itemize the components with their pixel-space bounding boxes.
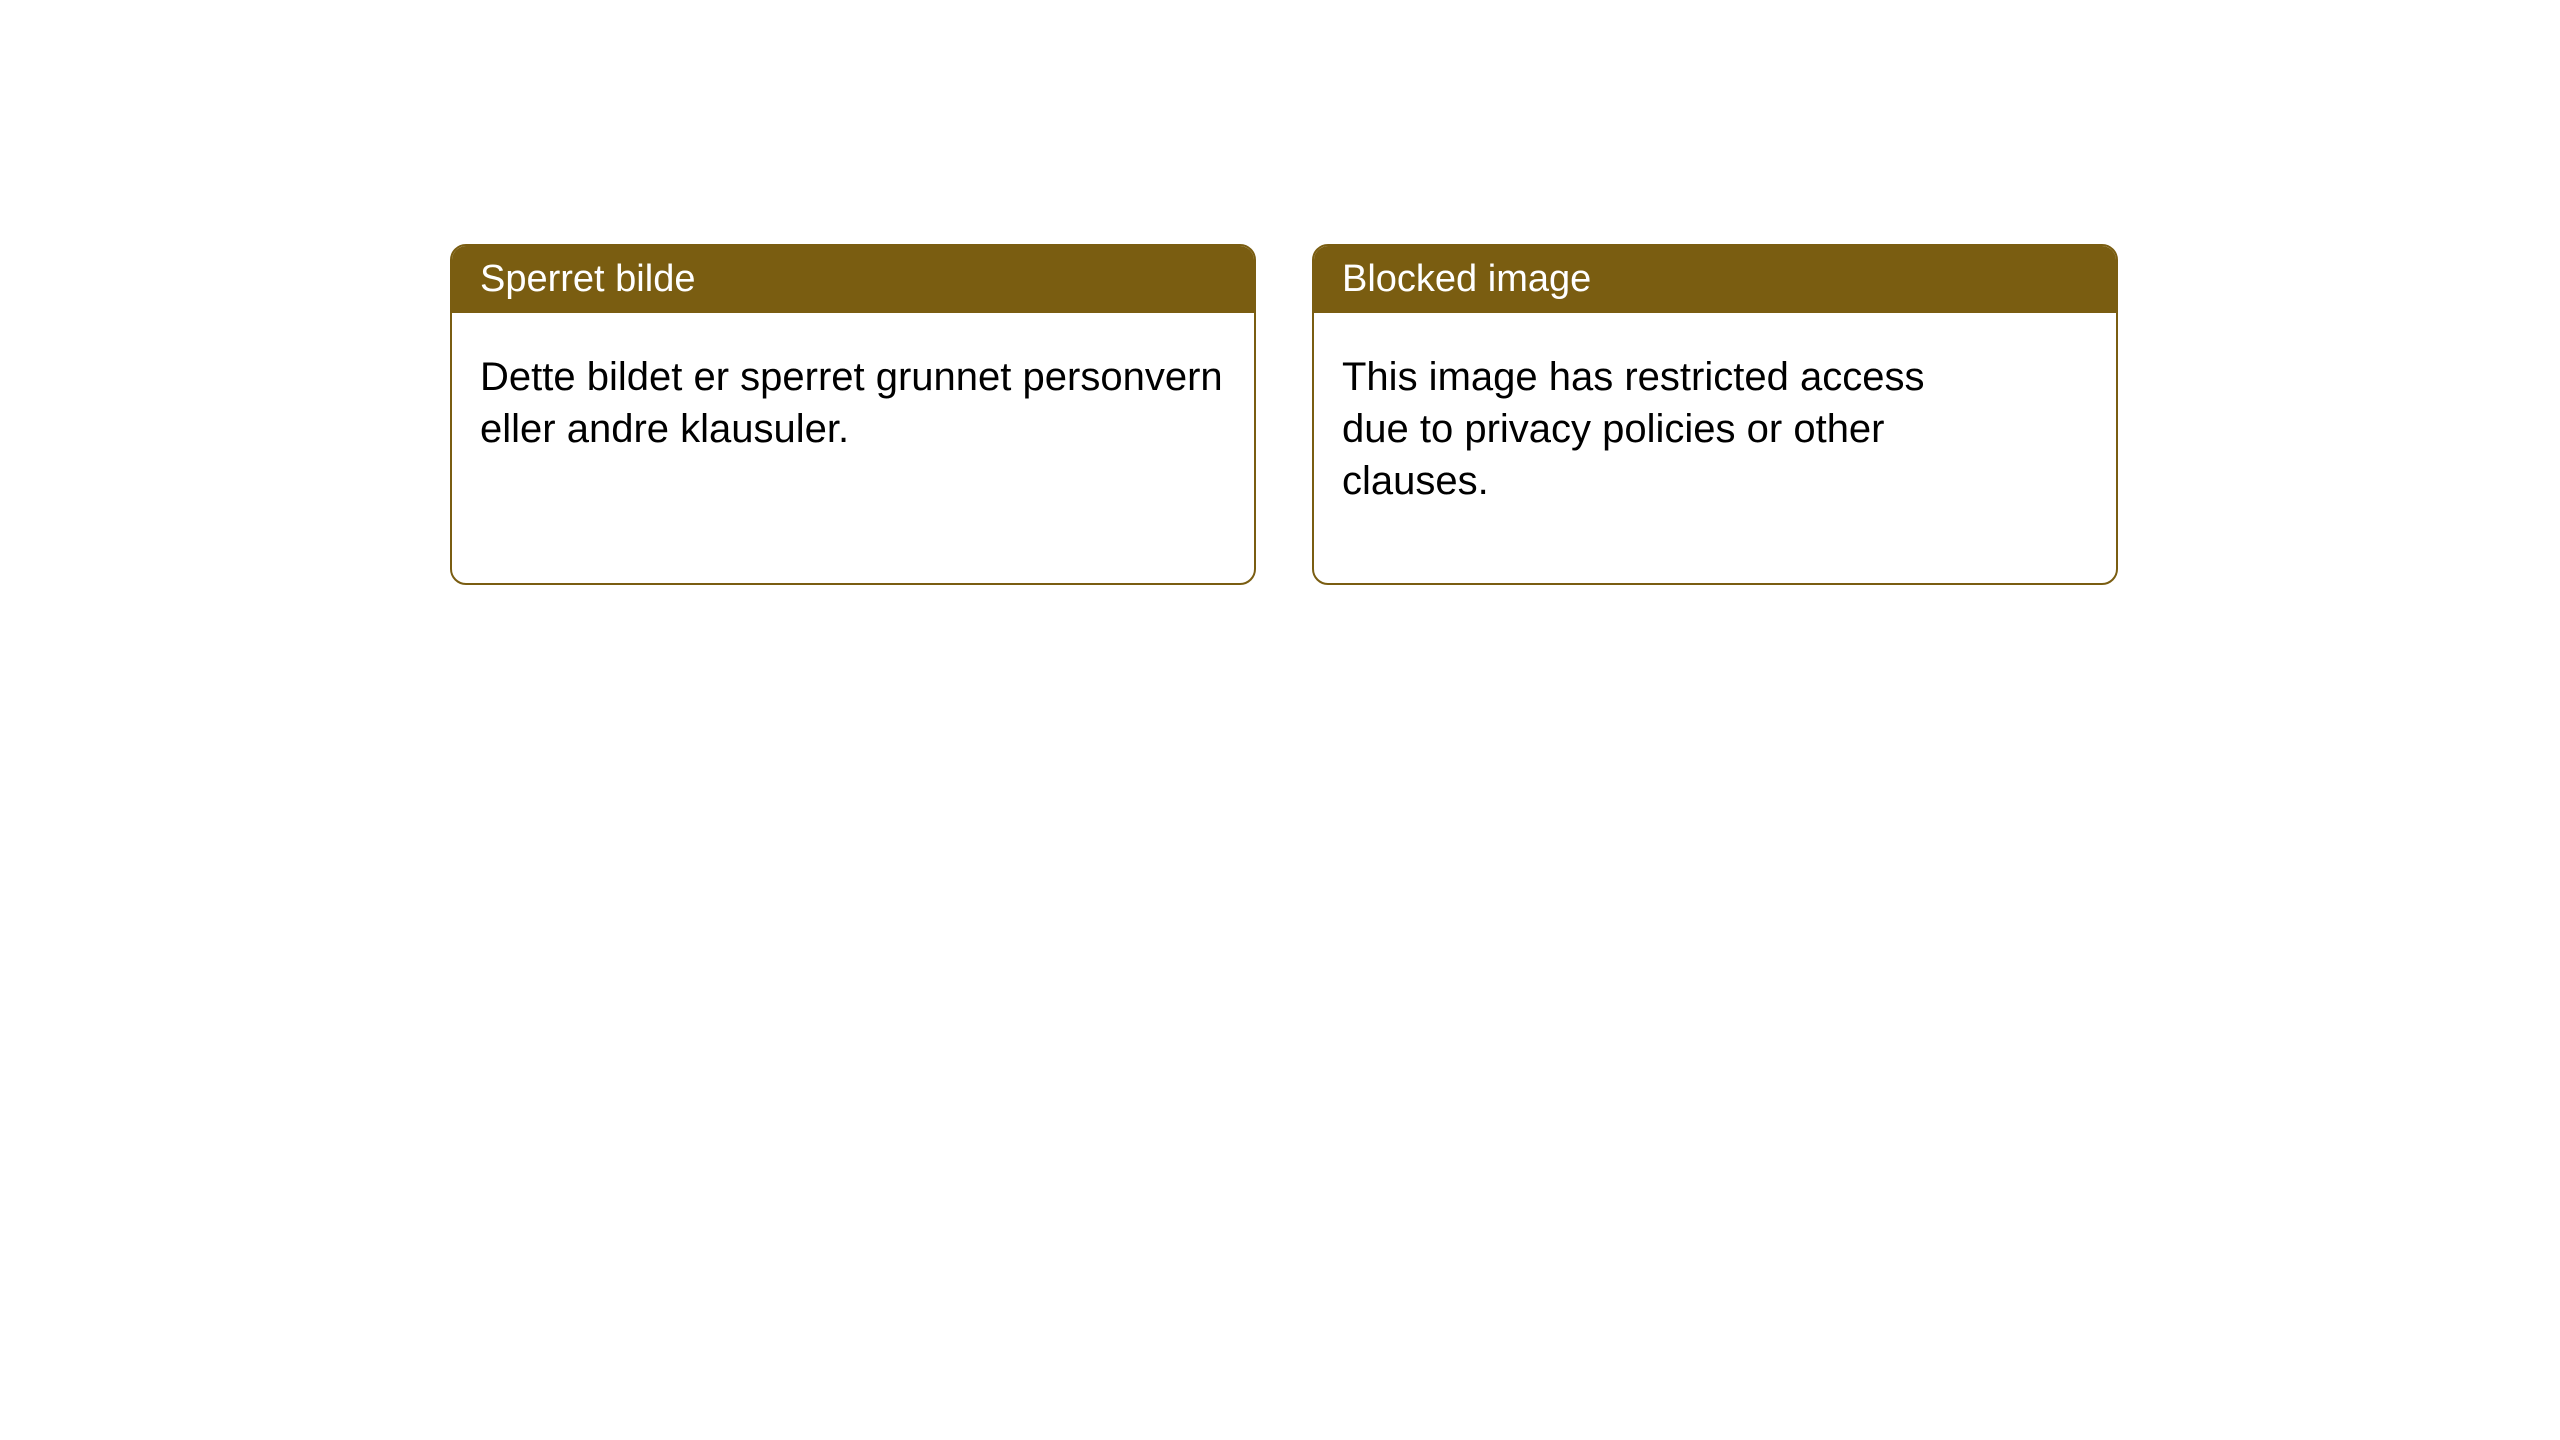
notice-card-norwegian: Sperret bilde Dette bildet er sperret gr… [450, 244, 1256, 585]
notice-title-english: Blocked image [1314, 246, 2116, 313]
notice-title-norwegian: Sperret bilde [452, 246, 1254, 313]
notice-body-norwegian: Dette bildet er sperret grunnet personve… [452, 313, 1254, 583]
notice-card-english: Blocked image This image has restricted … [1312, 244, 2118, 585]
notice-body-english: This image has restricted access due to … [1314, 313, 1984, 583]
notices-container: Sperret bilde Dette bildet er sperret gr… [0, 0, 2560, 585]
